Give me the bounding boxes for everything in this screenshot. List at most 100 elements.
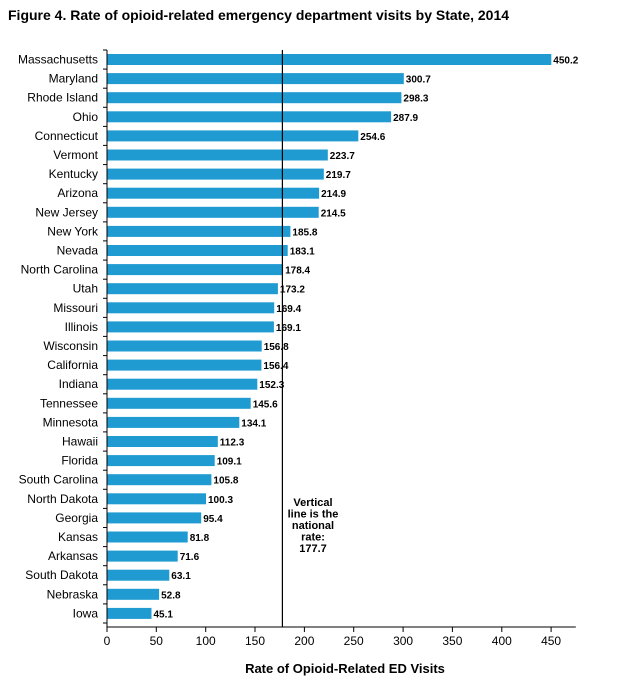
bar-new-york: [107, 225, 291, 237]
bar-ohio: [107, 111, 392, 123]
x-tick-label: 50: [150, 634, 164, 648]
value-label: 169.1: [276, 323, 301, 334]
bar-kansas: [107, 531, 188, 543]
value-label: 178.4: [285, 266, 310, 277]
x-tick-label: 250: [344, 634, 364, 648]
chart-title: Figure 4. Rate of opioid-related emergen…: [8, 7, 510, 23]
bar-nevada: [107, 245, 288, 256]
bar-rhode-island: [107, 92, 402, 104]
category-label: Missouri: [53, 301, 98, 315]
bar-arkansas: [107, 550, 178, 562]
category-label: Iowa: [73, 606, 99, 620]
category-label: Rhode Island: [27, 91, 98, 105]
category-label: Minnesota: [43, 415, 99, 429]
category-label: Indiana: [59, 377, 99, 391]
value-label: 100.3: [208, 495, 233, 506]
value-label: 298.3: [403, 94, 428, 105]
category-label: Connecticut: [35, 129, 99, 143]
bar-utah: [107, 283, 278, 295]
category-label: North Dakota: [27, 492, 98, 506]
bars-layer: [107, 54, 552, 619]
reference-note-line: 177.7: [299, 543, 327, 555]
category-label: Georgia: [55, 511, 98, 525]
value-label: 152.3: [259, 380, 284, 391]
category-label: South Dakota: [25, 568, 98, 582]
reference-note-line: Vertical: [293, 497, 332, 509]
value-label: 156.4: [263, 361, 288, 372]
value-label: 300.7: [406, 75, 431, 86]
category-label: Hawaii: [62, 435, 98, 449]
bar-california: [107, 359, 262, 371]
bar-maryland: [107, 73, 404, 85]
x-tick-label: 350: [442, 634, 462, 648]
bar-georgia: [107, 512, 202, 524]
category-label: Tennessee: [40, 396, 98, 410]
bar-minnesota: [107, 416, 240, 428]
x-tick-label: 300: [393, 634, 413, 648]
bar-arizona: [107, 187, 320, 199]
value-label: 214.9: [321, 189, 346, 200]
category-label: Nevada: [57, 244, 99, 258]
category-label: New Jersey: [35, 205, 98, 219]
reference-note-line: national: [292, 520, 334, 532]
bar-kentucky: [107, 168, 324, 180]
value-label: 95.4: [203, 514, 223, 525]
bar-north-carolina: [107, 264, 284, 276]
bar-new-jersey: [107, 206, 319, 218]
x-tick-label: 400: [492, 634, 512, 648]
bar-south-carolina: [107, 474, 212, 486]
category-label: North Carolina: [21, 263, 99, 277]
bar-wisconsin: [107, 340, 262, 352]
value-label: 134.1: [241, 418, 266, 429]
category-label: Wisconsin: [43, 339, 98, 353]
category-label: South Carolina: [19, 473, 99, 487]
reference-note-line: line is the: [288, 509, 339, 521]
bar-vermont: [107, 149, 328, 161]
category-label: Utah: [73, 282, 98, 296]
bar-florida: [107, 455, 215, 467]
value-label: 112.3: [220, 438, 245, 449]
bar-nebraska: [107, 588, 160, 600]
x-tick-label: 450: [541, 634, 561, 648]
category-label: Arizona: [57, 186, 98, 200]
value-label: 156.8: [264, 342, 289, 353]
value-label: 254.6: [360, 132, 385, 143]
value-label: 287.9: [393, 113, 418, 124]
category-label: Florida: [61, 454, 98, 468]
category-label: New York: [47, 224, 99, 238]
value-label: 109.1: [217, 457, 242, 468]
axes-layer: 0 50 100 150 200 250 300 350 400 450 Rate of Opioi…: [103, 49, 576, 676]
category-label: California: [47, 358, 98, 372]
value-label: 169.4: [276, 304, 301, 315]
value-label: 185.8: [292, 227, 317, 238]
value-label: 214.5: [321, 208, 346, 219]
category-label: Vermont: [53, 148, 98, 162]
value-label: 223.7: [330, 151, 355, 162]
labels-layer: Massachusetts 450.2 Maryland 300.7 Rhode Isl…: [18, 53, 579, 621]
x-tick-label: 100: [196, 634, 216, 648]
category-label: Ohio: [73, 110, 99, 124]
reference-note-line: rate:: [301, 532, 325, 544]
category-label: Illinois: [65, 320, 98, 334]
value-label: 173.2: [280, 285, 305, 296]
x-tick-label: 0: [104, 634, 111, 648]
x-axis-title: Rate of Opioid-Related ED Visits: [245, 661, 445, 676]
bar-connecticut: [107, 130, 359, 142]
value-label: 52.8: [161, 590, 181, 601]
category-label: Arkansas: [48, 549, 98, 563]
category-label: Maryland: [49, 72, 98, 86]
value-label: 105.8: [213, 476, 238, 487]
value-label: 450.2: [553, 56, 578, 67]
bar-indiana: [107, 378, 258, 390]
category-label: Nebraska: [47, 587, 99, 601]
bar-tennessee: [107, 397, 251, 409]
x-tick-label: 200: [294, 634, 314, 648]
bar-massachusetts: [107, 54, 552, 65]
bar-south-dakota: [107, 569, 170, 581]
value-label: 45.1: [154, 609, 174, 620]
category-label: Kansas: [58, 530, 98, 544]
value-label: 183.1: [290, 247, 315, 258]
value-label: 219.7: [326, 170, 351, 181]
